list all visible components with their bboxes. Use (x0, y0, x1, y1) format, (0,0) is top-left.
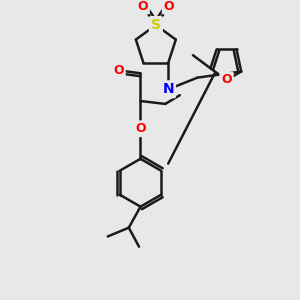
Text: O: O (113, 64, 124, 77)
Text: N: N (162, 82, 174, 96)
Text: O: O (135, 122, 146, 135)
Text: S: S (151, 18, 161, 32)
Text: O: O (164, 0, 174, 13)
Text: O: O (137, 0, 148, 13)
Text: O: O (221, 74, 232, 86)
